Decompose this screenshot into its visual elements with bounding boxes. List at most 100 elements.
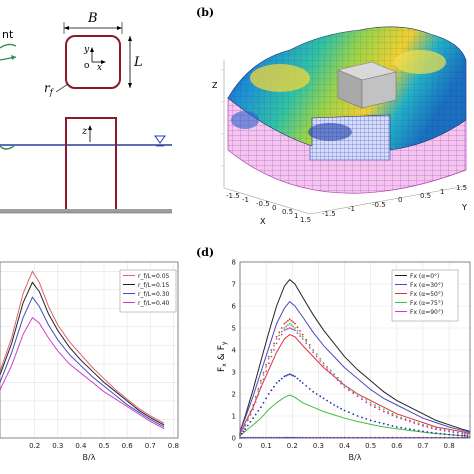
x-tick-label: 0.1 — [261, 442, 272, 450]
series-point — [336, 405, 339, 408]
y-axis-line — [309, 185, 467, 215]
svg-text:1: 1 — [440, 188, 444, 196]
series-point — [387, 423, 389, 426]
series-point — [275, 342, 278, 345]
plot-frame — [0, 261, 179, 439]
series-point — [391, 414, 394, 417]
series-point — [287, 374, 289, 376]
series-point — [270, 389, 273, 392]
legend-box — [391, 269, 459, 322]
panel-d-chart: (d) 0 0.1 0.2 0.3 0.4 0.5 0.6 0.7 0.8 0 1 2 3 4 5 6 7 8 B/… — [196, 246, 471, 462]
x-tick-label: 0.3 — [313, 442, 324, 450]
series-point — [287, 319, 289, 322]
series-point — [249, 410, 252, 413]
series-point — [352, 390, 355, 392]
series-point — [280, 330, 283, 333]
series-point — [365, 418, 368, 420]
series-point — [301, 333, 304, 336]
x-tick-label: 0.8 — [444, 442, 455, 450]
series-point — [336, 377, 339, 379]
panel-d-label: (d) — [196, 246, 214, 259]
series-point — [252, 417, 255, 420]
series-point — [343, 409, 346, 412]
series-point — [299, 330, 301, 332]
series-point — [426, 426, 429, 428]
series-point — [312, 390, 315, 393]
series-point — [343, 384, 346, 387]
legend-entry: r_f/L=0.30 — [138, 291, 170, 298]
series-point — [312, 351, 315, 354]
legend-entry: Fx (α=75°) — [410, 300, 443, 307]
legend-entry: r_f/L=0.15 — [138, 282, 170, 289]
series-point — [319, 360, 322, 362]
surface-crest — [250, 64, 310, 92]
x-tick-label: 0.5 — [98, 442, 109, 450]
series-point — [365, 401, 368, 403]
series-point — [378, 406, 381, 409]
series-point — [329, 401, 332, 404]
series-point — [348, 389, 350, 392]
series-point — [348, 411, 350, 414]
series-point — [305, 338, 308, 341]
series-point — [382, 410, 385, 413]
series-point — [270, 351, 273, 354]
series-point — [308, 344, 311, 347]
series-point — [292, 374, 294, 377]
series-point — [283, 327, 286, 329]
series-line — [0, 281, 165, 426]
series-point — [285, 328, 288, 331]
series-point — [466, 433, 469, 436]
x-tick-label: 0.6 — [122, 442, 134, 450]
series-point — [356, 393, 359, 395]
series-point — [290, 319, 293, 322]
series-point — [294, 322, 296, 325]
series-point — [265, 397, 267, 400]
series-point — [246, 424, 249, 427]
series-point — [262, 378, 265, 381]
y-tick-labels: -1.5 -1 -0.5 0 0.5 1 1.5 — [322, 184, 467, 218]
x-tick-label: 0.7 — [417, 442, 428, 450]
series-point — [461, 434, 464, 437]
series-point — [326, 399, 328, 402]
axis-y-label: y — [83, 45, 90, 55]
series-point — [456, 432, 459, 434]
svg-text:1.5: 1.5 — [456, 184, 467, 192]
series-point — [254, 398, 257, 400]
series-point — [275, 338, 278, 340]
series-point — [249, 414, 252, 416]
y-tick-label: 4 — [232, 347, 237, 355]
legend-entry: r_f/L=0.05 — [138, 273, 170, 280]
panel-c-series — [0, 270, 165, 430]
series-point — [340, 380, 342, 383]
axis-arrow-icon — [101, 60, 106, 64]
series-point — [240, 430, 243, 432]
series-line — [0, 270, 165, 424]
panel-b-label: (b) — [196, 6, 214, 19]
series-point — [329, 369, 332, 372]
series-point — [369, 404, 372, 406]
y-tick-label: 8 — [232, 259, 236, 267]
series-point — [305, 342, 308, 345]
series-point — [252, 406, 255, 409]
panel-c-axes: 0.2 0.3 0.4 0.5 0.6 0.7 0.8 B/λ — [0, 261, 179, 462]
axis-x-label: x — [97, 63, 102, 73]
series-point — [273, 349, 275, 351]
series-point — [278, 379, 281, 382]
surface-crest-2 — [394, 50, 446, 74]
series-point — [257, 390, 260, 392]
series-point — [294, 327, 296, 329]
series-point — [435, 432, 437, 435]
dim-arrow-down-icon — [128, 83, 132, 88]
series-point — [374, 406, 376, 409]
series-point — [249, 412, 252, 414]
legend-entry: Fx (α=30°) — [410, 282, 443, 289]
series-point — [299, 379, 301, 382]
series-point — [395, 426, 398, 428]
x-axis-label: X — [260, 217, 266, 226]
series-point — [267, 393, 270, 395]
series-point — [439, 432, 442, 435]
svg-text:1: 1 — [294, 212, 298, 220]
y-tick-label: 2 — [232, 391, 236, 399]
series-point — [292, 328, 294, 331]
series-point — [404, 419, 407, 421]
